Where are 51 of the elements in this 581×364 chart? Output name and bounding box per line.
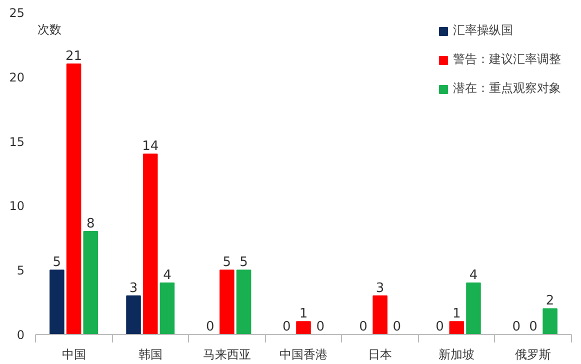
- x-tick-label: 日本: [368, 348, 392, 362]
- bar: [126, 295, 141, 334]
- bar: [542, 308, 558, 334]
- x-tick-label: 新加坡: [438, 348, 475, 362]
- data-label: 0: [436, 320, 444, 334]
- data-label: 0: [282, 320, 291, 334]
- bar: [372, 295, 388, 334]
- data-label: 1: [452, 306, 461, 322]
- data-label: 21: [66, 49, 82, 64]
- data-label: 5: [222, 255, 232, 270]
- x-tick-label: 韩国: [138, 348, 162, 362]
- legend-label: 潜在：重点观察对象: [453, 80, 561, 97]
- data-label: 4: [163, 268, 172, 283]
- data-label: 5: [52, 255, 62, 270]
- bar: [466, 282, 481, 334]
- data-label: 8: [86, 216, 95, 232]
- data-label: 3: [376, 280, 384, 296]
- x-tick-label: 中国: [62, 348, 86, 362]
- data-label: 4: [469, 268, 478, 283]
- data-label: 5: [240, 255, 248, 270]
- data-label: 0: [206, 320, 214, 334]
- data-label: 0: [529, 320, 538, 334]
- bar: [220, 270, 234, 334]
- y-axis-title: 次数: [38, 22, 62, 36]
- bar: [160, 282, 175, 334]
- y-tick-label: 25: [9, 6, 25, 20]
- bar: [296, 321, 311, 334]
- bar: [142, 154, 158, 334]
- x-tick-label: 中国香港: [280, 348, 328, 362]
- data-label: 1: [299, 306, 308, 322]
- y-tick-label: 10: [9, 199, 25, 214]
- bar: [449, 321, 464, 334]
- data-label: 0: [512, 320, 521, 334]
- y-tick-label: 15: [9, 134, 25, 149]
- legend-label: 汇率操纵国: [453, 22, 513, 39]
- data-label: 0: [392, 320, 402, 334]
- data-label: 0: [359, 320, 368, 334]
- y-tick-label: 5: [16, 264, 25, 278]
- bar: [83, 230, 98, 334]
- data-label: 0: [316, 320, 324, 334]
- data-label: 3: [129, 280, 138, 296]
- x-tick-label: 俄罗斯: [515, 348, 552, 362]
- data-label: 2: [546, 294, 554, 309]
- y-tick-label: 20: [9, 70, 25, 84]
- data-label: 14: [142, 139, 159, 154]
- bar: [66, 64, 82, 334]
- y-tick-label: 0: [16, 328, 25, 342]
- bar: [50, 270, 64, 334]
- bar: [236, 270, 252, 334]
- legend-label: 警告：建议汇率调整: [453, 51, 561, 68]
- x-tick-label: 马来西亚: [202, 348, 251, 362]
